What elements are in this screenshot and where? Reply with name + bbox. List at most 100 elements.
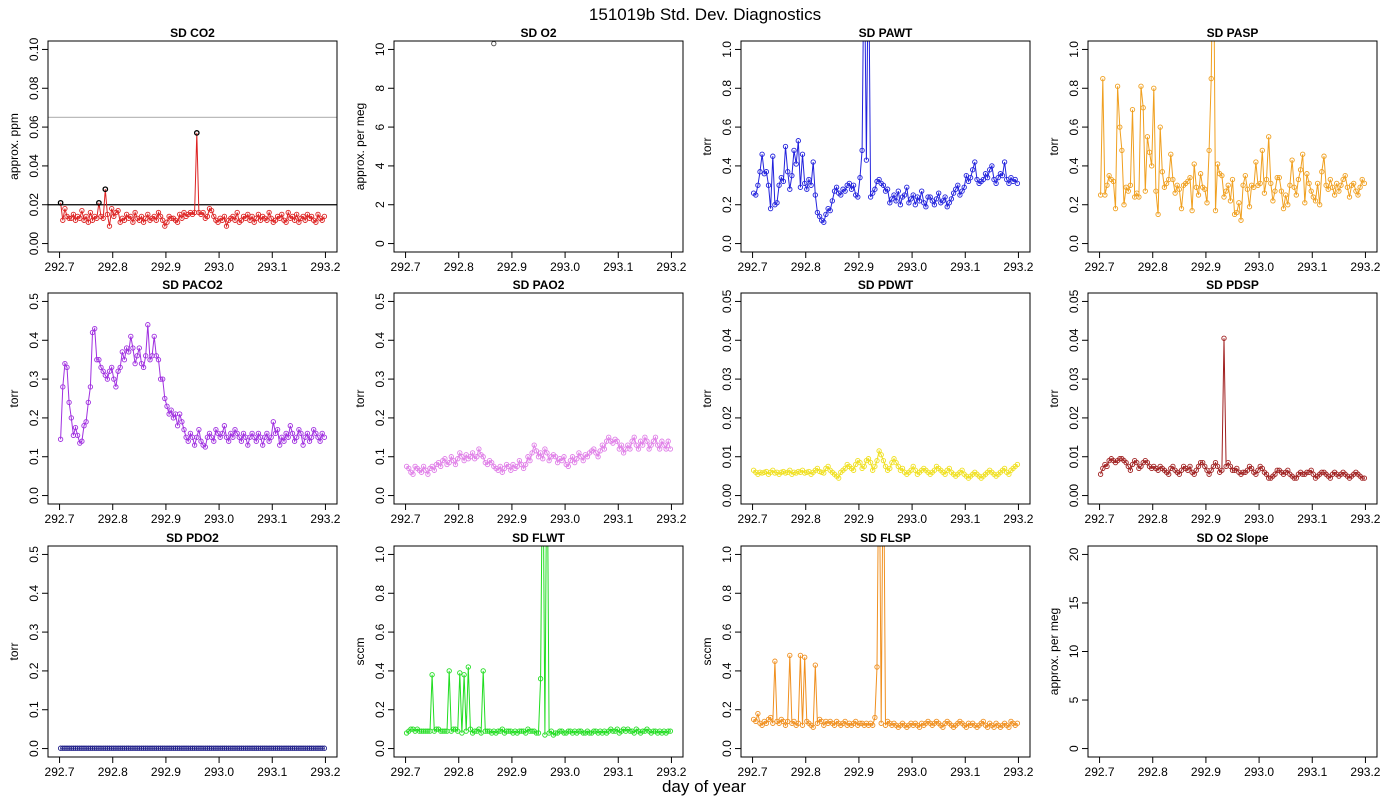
plot-frame xyxy=(1087,545,1378,758)
data-point xyxy=(308,213,315,220)
data-point xyxy=(72,217,79,223)
x-tick-label: 292.9 xyxy=(844,260,874,274)
data-point xyxy=(270,419,276,425)
data-point xyxy=(1202,186,1208,192)
data-point xyxy=(296,219,302,225)
plot-frame xyxy=(47,40,338,253)
data-point xyxy=(772,658,778,664)
data-point xyxy=(1346,194,1353,200)
y-tick-label: 0.01 xyxy=(720,445,734,469)
data-point xyxy=(253,438,259,444)
y-tick-label: 0.2 xyxy=(720,701,734,718)
panel-title: SD PACO2 xyxy=(162,278,223,292)
x-axis-label: day of year xyxy=(662,777,746,796)
data-point xyxy=(861,463,867,470)
y-tick-label: 0.1 xyxy=(27,448,41,465)
data-point xyxy=(1219,467,1225,473)
data-point xyxy=(970,167,976,173)
data-point xyxy=(87,384,94,390)
data-point xyxy=(614,438,620,444)
y-tick-label: 0.02 xyxy=(720,406,734,430)
data-point xyxy=(1100,465,1106,472)
data-point xyxy=(469,450,476,456)
data-point xyxy=(1138,83,1144,89)
data-point xyxy=(1293,475,1299,481)
data-point xyxy=(60,217,66,223)
y-tick-label: 1.0 xyxy=(720,41,734,58)
data-point xyxy=(223,223,230,229)
data-point xyxy=(130,219,136,225)
series-group xyxy=(750,546,1021,730)
data-point xyxy=(808,182,814,188)
data-point xyxy=(179,215,185,221)
data-point xyxy=(289,213,296,220)
data-point xyxy=(446,668,452,674)
data-point xyxy=(987,167,993,173)
data-point xyxy=(264,217,270,223)
data-point xyxy=(81,423,87,429)
x-tick-label: 292.9 xyxy=(151,512,181,526)
data-point xyxy=(950,190,957,196)
data-point xyxy=(544,450,550,456)
data-point xyxy=(1253,159,1259,165)
data-point xyxy=(514,463,520,470)
y-tick-label: 0.0 xyxy=(720,235,734,252)
x-tick-label: 293.1 xyxy=(257,512,287,526)
data-point xyxy=(836,475,842,481)
data-point xyxy=(953,186,959,192)
panel-sd-co2: SD CO2 292.7 292.8 292.9 293.0 293.1 293.2 0.00… xyxy=(7,26,341,274)
data-point xyxy=(104,376,111,382)
data-point xyxy=(1225,182,1231,188)
data-point xyxy=(1319,169,1325,175)
data-point xyxy=(77,215,83,221)
data-point xyxy=(785,169,791,175)
data-point xyxy=(893,198,899,204)
data-point xyxy=(782,722,789,728)
x-tick-label: 292.7 xyxy=(45,512,75,526)
data-point xyxy=(946,200,952,206)
y-tick-label: 0.01 xyxy=(1067,445,1081,469)
data-point xyxy=(81,217,87,223)
data-point xyxy=(1157,124,1163,130)
data-point xyxy=(285,434,291,440)
data-point xyxy=(508,467,514,473)
data-point xyxy=(72,424,79,431)
data-point xyxy=(1325,186,1331,192)
data-point xyxy=(1227,463,1234,470)
plot-frame xyxy=(393,545,684,758)
data-point xyxy=(1353,188,1359,194)
data-point xyxy=(1342,172,1348,179)
x-tick-label: 292.8 xyxy=(98,765,128,779)
data-point xyxy=(567,457,574,464)
y-tick-label: 0.2 xyxy=(27,662,41,679)
data-point xyxy=(980,718,986,725)
data-point xyxy=(1176,186,1182,192)
data-point xyxy=(226,438,232,444)
data-point xyxy=(767,205,774,212)
data-point xyxy=(816,213,823,220)
data-point xyxy=(1168,151,1174,157)
data-point xyxy=(565,728,571,734)
data-point xyxy=(429,672,435,678)
data-point xyxy=(853,461,859,468)
data-point xyxy=(249,430,255,437)
data-point xyxy=(134,353,140,359)
data-point xyxy=(251,434,257,440)
data-point xyxy=(1170,463,1176,470)
data-point xyxy=(912,467,918,473)
data-point xyxy=(1361,180,1368,187)
data-point xyxy=(963,172,969,179)
data-point xyxy=(455,728,461,734)
y-axis-label: sccm xyxy=(700,638,714,666)
y-tick-label: 0.6 xyxy=(1067,118,1081,135)
data-point xyxy=(123,345,130,351)
x-tick-label: 292.8 xyxy=(98,260,128,274)
data-point xyxy=(253,215,259,221)
data-point xyxy=(435,459,442,466)
x-tick-label: 292.9 xyxy=(1191,512,1221,526)
x-tick-label: 293.2 xyxy=(310,260,340,274)
x-tick-label: 292.7 xyxy=(738,512,768,526)
data-point xyxy=(497,463,503,470)
data-point xyxy=(855,194,861,200)
data-point xyxy=(177,211,183,218)
